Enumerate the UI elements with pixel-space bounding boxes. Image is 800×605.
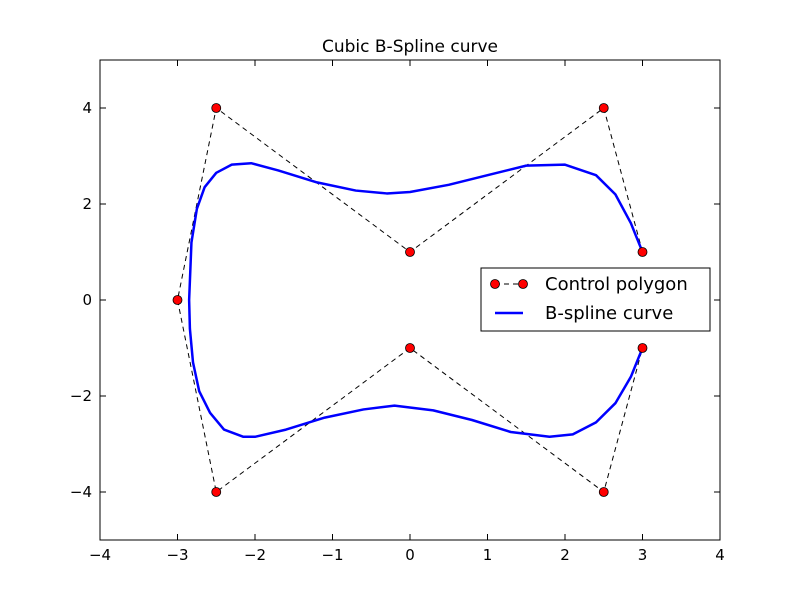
control-point-marker — [405, 343, 415, 353]
x-tick-label: 0 — [405, 546, 415, 564]
legend-control-polygon-label: Control polygon — [545, 274, 688, 295]
control-point-marker — [637, 247, 648, 257]
bspline-curve-line — [187, 161, 644, 439]
axis-ticks: −4 −3 −2 −1 0 1 2 3 4 −4 −2 0 2 4 — [70, 60, 725, 564]
x-tick-label: −2 — [244, 546, 266, 564]
x-tick-label: 2 — [560, 546, 570, 564]
y-tick-label: −4 — [70, 483, 92, 501]
legend-control-polygon-marker — [518, 279, 528, 289]
x-tick-label: −1 — [321, 546, 343, 564]
y-tick-label: −2 — [70, 387, 92, 405]
x-tick-label: −4 — [89, 546, 111, 564]
control-point-marker — [637, 343, 648, 353]
control-point-marker — [211, 103, 222, 113]
y-tick-label: 4 — [82, 99, 92, 117]
control-point-marker — [172, 295, 183, 305]
y-tick-label: 0 — [82, 291, 92, 309]
control-point-marker — [211, 487, 222, 497]
x-tick-label: 3 — [638, 546, 648, 564]
control-point-marker — [598, 487, 609, 497]
y-tick-label: 2 — [82, 195, 92, 213]
x-tick-label: −3 — [166, 546, 188, 564]
control-point-marker — [598, 103, 609, 113]
legend-bspline-label: B-spline curve — [545, 303, 673, 324]
legend-control-polygon-marker — [490, 279, 500, 289]
legend-box — [480, 267, 711, 332]
legend: Control polygon B-spline curve — [480, 267, 711, 332]
control-polygon-line — [176, 107, 643, 493]
control-point-marker — [405, 247, 415, 257]
plot-area — [172, 103, 648, 497]
chart-title: Cubic B-Spline curve — [322, 37, 498, 57]
x-tick-label: 4 — [715, 546, 725, 564]
x-tick-label: 1 — [483, 546, 493, 564]
